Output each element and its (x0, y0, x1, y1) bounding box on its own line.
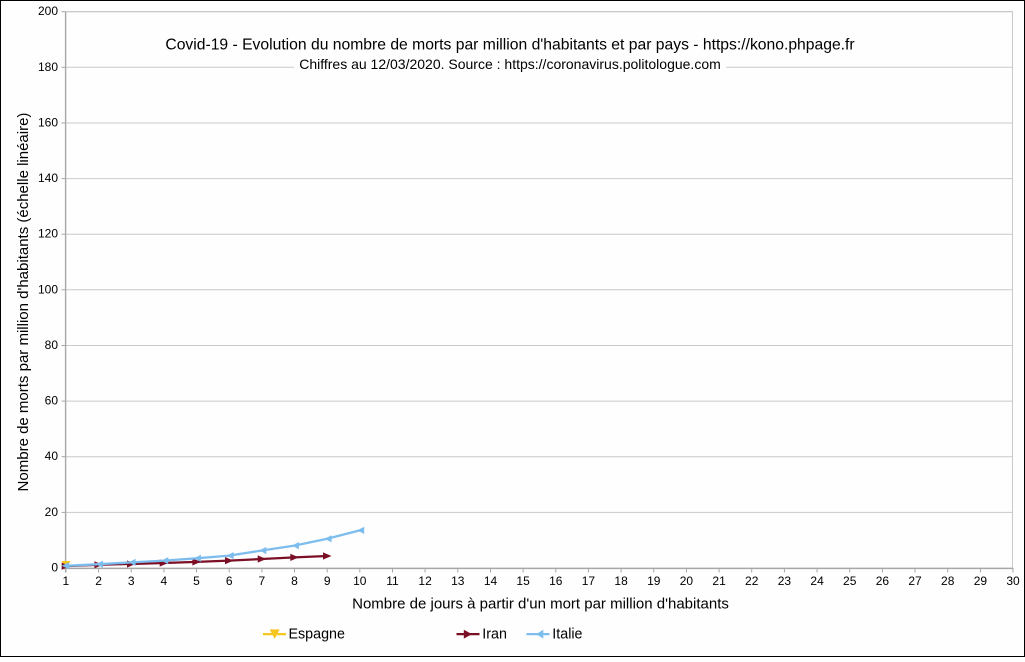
svg-text:6: 6 (226, 574, 233, 588)
svg-text:4: 4 (161, 574, 168, 588)
svg-text:100: 100 (38, 282, 58, 296)
svg-text:20: 20 (680, 574, 694, 588)
svg-text:80: 80 (45, 338, 59, 352)
svg-text:60: 60 (45, 394, 59, 408)
svg-text:28: 28 (941, 574, 955, 588)
svg-text:24: 24 (810, 574, 824, 588)
svg-text:Nombre de morts par million d': Nombre de morts par million d'habitants … (15, 113, 32, 492)
svg-text:25: 25 (843, 574, 857, 588)
svg-text:20: 20 (45, 505, 59, 519)
svg-text:13: 13 (451, 574, 465, 588)
svg-text:27: 27 (908, 574, 922, 588)
svg-text:7: 7 (259, 574, 266, 588)
svg-text:Italie: Italie (552, 626, 582, 642)
svg-text:5: 5 (193, 574, 200, 588)
svg-text:26: 26 (876, 574, 890, 588)
svg-text:21: 21 (712, 574, 726, 588)
svg-text:Covid-19 - Evolution du nombre: Covid-19 - Evolution du nombre de morts … (165, 37, 854, 54)
svg-text:12: 12 (418, 574, 432, 588)
svg-text:19: 19 (647, 574, 661, 588)
svg-text:0: 0 (51, 561, 58, 575)
svg-text:2: 2 (95, 574, 102, 588)
svg-text:Nombre de jours à partir d'un: Nombre de jours à partir d'un mort par m… (352, 596, 729, 613)
svg-text:23: 23 (778, 574, 792, 588)
svg-text:140: 140 (38, 171, 58, 185)
svg-text:15: 15 (516, 574, 530, 588)
svg-text:29: 29 (974, 574, 988, 588)
svg-text:160: 160 (38, 116, 58, 130)
svg-text:30: 30 (1006, 574, 1020, 588)
svg-text:14: 14 (484, 574, 498, 588)
svg-text:200: 200 (38, 4, 58, 18)
svg-text:3: 3 (128, 574, 135, 588)
svg-text:Chiffres au 12/03/2020. Source: Chiffres au 12/03/2020. Source : https:/… (299, 56, 721, 72)
svg-text:1: 1 (63, 574, 70, 588)
svg-text:Iran: Iran (482, 626, 507, 642)
svg-text:120: 120 (38, 227, 58, 241)
svg-text:22: 22 (745, 574, 759, 588)
svg-text:Espagne: Espagne (289, 626, 345, 642)
svg-text:17: 17 (582, 574, 596, 588)
svg-text:11: 11 (386, 574, 399, 588)
svg-text:8: 8 (291, 574, 298, 588)
svg-text:180: 180 (38, 60, 58, 74)
svg-text:10: 10 (353, 574, 367, 588)
svg-text:40: 40 (45, 449, 59, 463)
svg-text:16: 16 (549, 574, 563, 588)
svg-text:18: 18 (614, 574, 628, 588)
svg-text:9: 9 (324, 574, 331, 588)
